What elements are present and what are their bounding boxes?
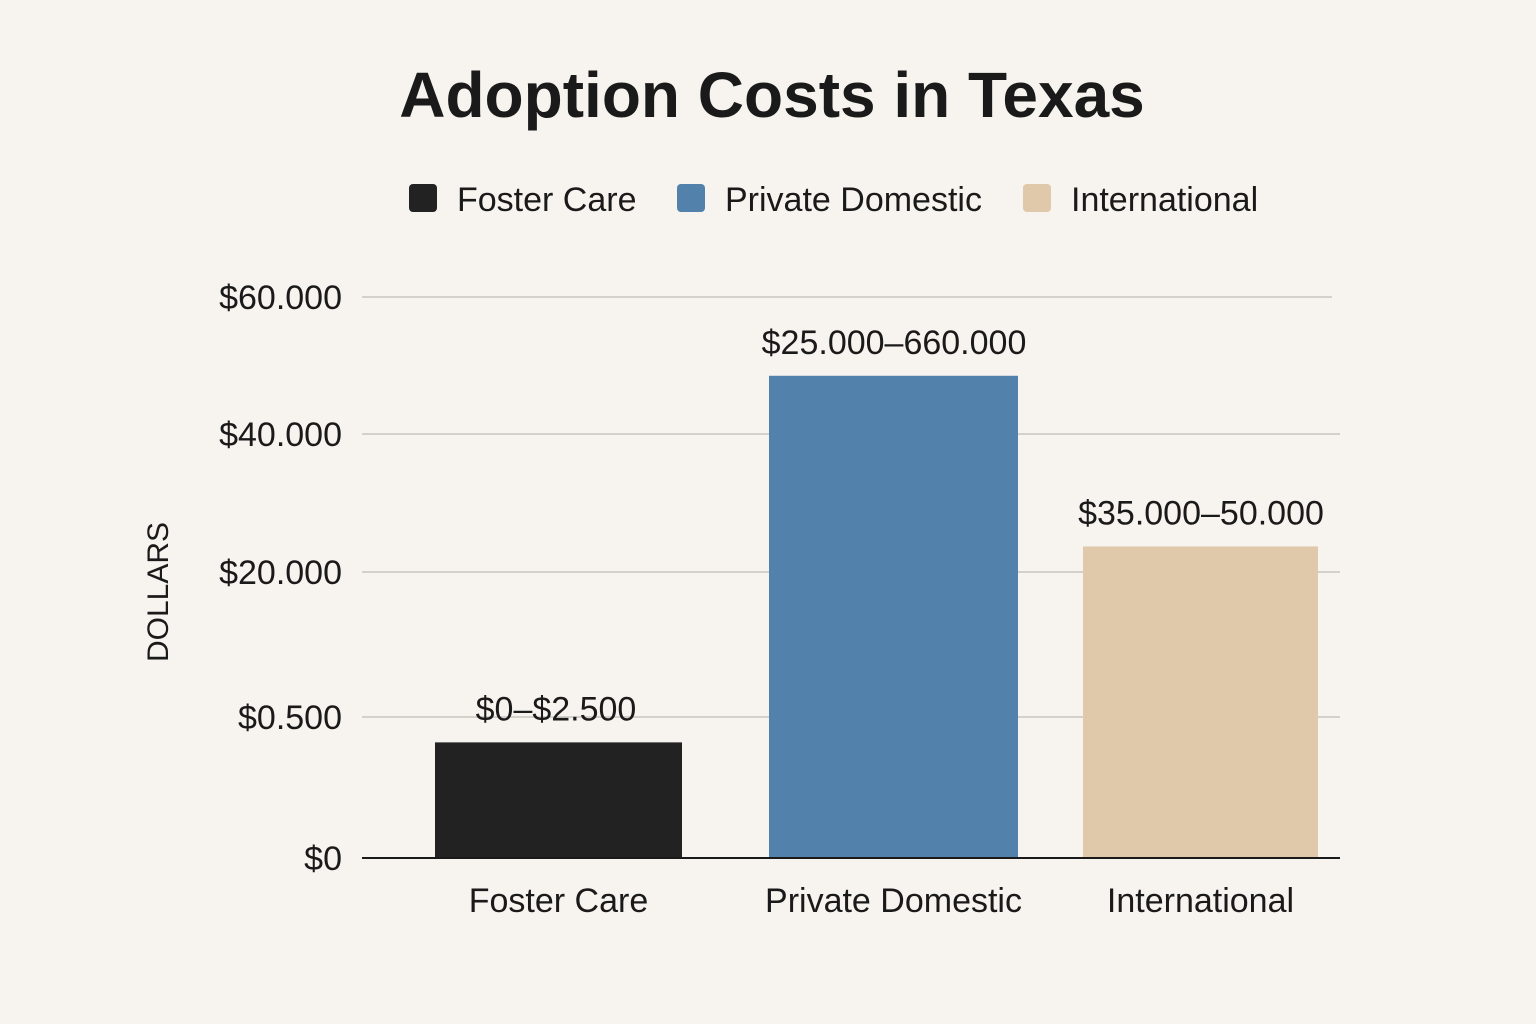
legend-label: Private Domestic (725, 181, 982, 219)
legend-label: International (1071, 181, 1258, 219)
legend-swatch (677, 184, 705, 212)
y-axis-ticks: $0 $0.500 $20.000 $40.000 $60.000 (219, 279, 342, 878)
y-tick-label: $20.000 (219, 554, 342, 592)
y-tick-label: $40.000 (219, 416, 342, 454)
x-tick-label: Foster Care (469, 882, 649, 920)
bars: $0–$2.500 $25.000–660.000 $35.000–50.000 (435, 324, 1324, 858)
y-axis-label: DOLLARS (142, 522, 175, 662)
bar (435, 742, 682, 858)
bar (1083, 546, 1318, 858)
y-tick-label: $0 (304, 840, 342, 878)
chart-title: Adoption Costs in Texas (399, 59, 1145, 131)
x-axis-labels: Foster Care Private Domestic International (469, 882, 1294, 920)
legend: Foster Care Private Domestic International (409, 181, 1258, 219)
y-tick-label: $60.000 (219, 279, 342, 317)
legend-label: Foster Care (457, 181, 637, 219)
bar (769, 375, 1018, 858)
y-tick-label: $0.500 (238, 699, 342, 737)
legend-swatch (1023, 184, 1051, 212)
data-label: $35.000–50.000 (1078, 494, 1324, 532)
legend-swatch (409, 184, 437, 212)
data-label: $25.000–660.000 (762, 324, 1027, 362)
data-label: $0–$2.500 (476, 690, 637, 728)
x-tick-label: Private Domestic (765, 882, 1022, 920)
x-tick-label: International (1107, 882, 1294, 920)
